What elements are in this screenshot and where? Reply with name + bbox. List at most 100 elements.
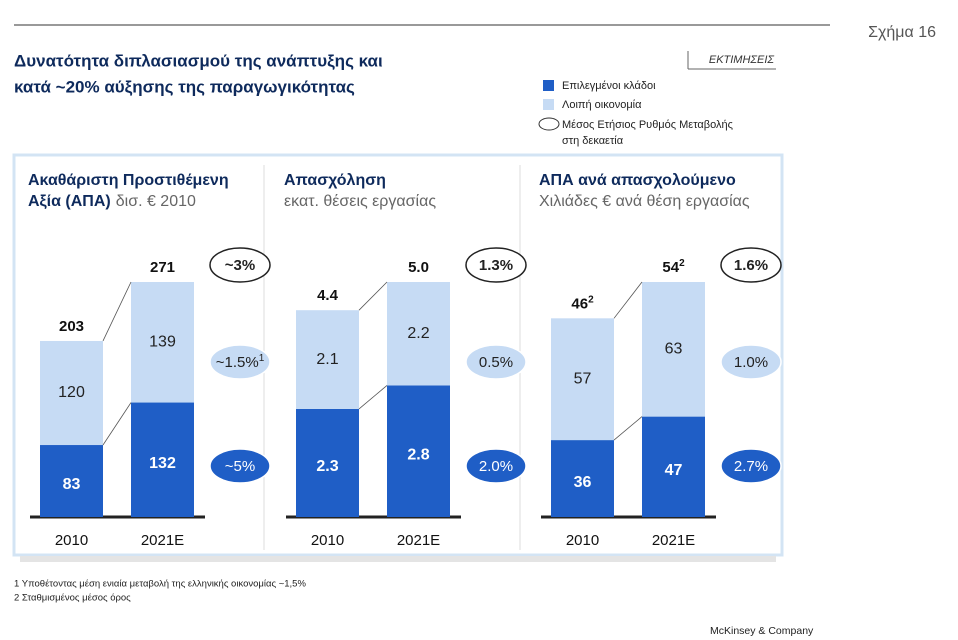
chart-title-text: Ακαθάριστη Προστιθέμενη xyxy=(28,172,229,189)
value-label: 57 xyxy=(574,370,592,387)
growth-label: ~1.5%1 xyxy=(216,353,265,371)
total-label: 4.4 xyxy=(317,287,339,304)
total-footnote: 2 xyxy=(679,258,685,269)
growth-value: ~1.5% xyxy=(216,354,259,371)
chart-subtitle: δισ. € 2010 xyxy=(116,193,196,210)
growth-circle xyxy=(465,344,527,380)
category-label: 2010 xyxy=(566,532,599,549)
slide-title: κατά ~20% αύξησης της παραγωγικότητας xyxy=(14,77,355,96)
category-label: 2021E xyxy=(141,532,184,549)
legend-swatch xyxy=(543,99,554,110)
footer: McKinsey & Company xyxy=(710,625,814,637)
total-value: 203 xyxy=(59,318,84,335)
growth-label: 1.0% xyxy=(734,354,768,371)
total-label: 542 xyxy=(662,258,685,276)
legend-label: Επιλεγμένοι κλάδοι xyxy=(562,80,656,92)
growth-label: ~5% xyxy=(225,458,255,475)
legend-ellipse xyxy=(538,117,560,131)
bar-segment xyxy=(551,440,614,517)
growth-circle xyxy=(465,247,527,283)
chart-title: ΑΠΑ ανά απασχολούμενο xyxy=(539,172,736,189)
chart-title-text: Αξία (ΑΠΑ) xyxy=(28,193,111,210)
value-label: 120 xyxy=(58,384,85,401)
value-label: 83 xyxy=(63,476,81,493)
chart-title: Απασχόληση xyxy=(284,172,386,189)
connector xyxy=(102,281,132,342)
bar-segment xyxy=(40,445,103,517)
figure-label: Σχήμα 16 xyxy=(868,24,936,41)
value-label: 2.3 xyxy=(316,458,338,475)
growth-circle xyxy=(720,247,782,283)
chart-title: Ακαθάριστη Προστιθέμενη xyxy=(28,172,229,189)
growth-circle xyxy=(720,448,782,484)
growth-footnote: 1 xyxy=(259,353,265,364)
value-label: 2.8 xyxy=(407,446,429,463)
total-value: 4.4 xyxy=(317,287,339,304)
growth-label: 0.5% xyxy=(479,354,513,371)
growth-value: 1.3% xyxy=(479,257,513,274)
growth-circle xyxy=(720,344,782,380)
bar-segment xyxy=(296,408,359,517)
growth-label: ~3% xyxy=(225,257,255,274)
category-label: 2010 xyxy=(55,532,88,549)
legend-label: Λοιπή οικονομία xyxy=(562,99,642,111)
bar-segment xyxy=(40,340,103,446)
growth-circle xyxy=(209,448,271,484)
legend-label: Μέσος Ετήσιος Ρυθμός Μεταβολής xyxy=(562,119,733,131)
growth-circle xyxy=(209,247,271,283)
growth-value: 1.0% xyxy=(734,354,768,371)
growth-value: ~5% xyxy=(225,458,255,475)
total-label: 5.0 xyxy=(408,259,429,276)
bar-segment xyxy=(642,416,705,517)
connector xyxy=(102,402,132,446)
bar-segment xyxy=(387,282,450,386)
connector xyxy=(613,416,643,441)
bar-segment xyxy=(642,282,705,417)
total-value: 271 xyxy=(150,259,175,276)
growth-value: ~3% xyxy=(225,257,255,274)
growth-value: 1.6% xyxy=(734,257,768,274)
chart-title: Αξία (ΑΠΑ) δισ. € 2010 xyxy=(28,193,196,210)
total-value: 5.0 xyxy=(408,259,429,276)
total-label: 271 xyxy=(150,259,175,276)
bar-segment xyxy=(387,385,450,517)
growth-label: 2.7% xyxy=(734,458,768,475)
growth-label: 1.3% xyxy=(479,257,513,274)
category-label: 2021E xyxy=(397,532,440,549)
total-label: 203 xyxy=(59,318,84,335)
growth-circle xyxy=(465,448,527,484)
growth-label: 1.6% xyxy=(734,257,768,274)
chart-title-text: Απασχόληση xyxy=(284,172,386,189)
footnote: 2 Σταθμισμένος μέσος όρος xyxy=(14,593,131,604)
bar-segment xyxy=(131,402,194,517)
value-label: 63 xyxy=(665,341,683,358)
category-label: 2021E xyxy=(652,532,695,549)
legend-swatch xyxy=(543,80,554,91)
chart-subtitle: εκατ. θέσεις εργασίας xyxy=(284,193,436,210)
legend-label: στη δεκαετία xyxy=(562,135,624,147)
value-label: 2.2 xyxy=(407,325,429,342)
growth-value: 0.5% xyxy=(479,354,513,371)
bar-segment xyxy=(131,282,194,403)
footnote: 1 Υποθέτοντας μέση ενιαία μεταβολή της ε… xyxy=(14,579,306,590)
value-label: 132 xyxy=(149,455,176,472)
growth-label: 2.0% xyxy=(479,458,513,475)
value-label: 139 xyxy=(149,333,176,350)
bar-segment xyxy=(296,310,359,409)
slide-title: Δυνατότητα διπλασιασμού της ανάπτυξης κα… xyxy=(14,51,383,70)
estimate-tag: ΕΚΤΙΜΗΣΕΙΣ xyxy=(709,54,775,66)
total-label: 462 xyxy=(571,294,594,312)
panel-shadow xyxy=(20,556,776,562)
total-footnote: 2 xyxy=(588,294,594,305)
value-label: 47 xyxy=(665,462,683,479)
growth-value: 2.0% xyxy=(479,458,513,475)
chart-subtitle: Χιλιάδες € ανά θέση εργασίας xyxy=(539,193,750,210)
total-value: 46 xyxy=(571,295,588,312)
bar-segment xyxy=(551,318,614,441)
growth-value: 2.7% xyxy=(734,458,768,475)
chart-title-text: ΑΠΑ ανά απασχολούμενο xyxy=(539,172,736,189)
total-value: 54 xyxy=(662,259,679,276)
value-label: 36 xyxy=(574,474,592,491)
connector xyxy=(613,281,643,319)
